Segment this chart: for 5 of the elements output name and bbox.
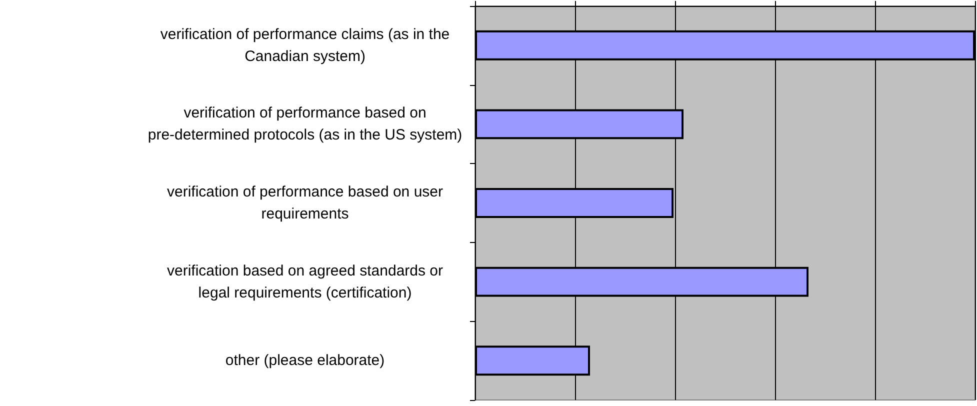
y-tick-label: verification based on agreed standards or legal requirements (certification) xyxy=(166,262,444,302)
y-tick-label: verification of performance based on user requirements xyxy=(167,184,443,222)
y-tick-label: verification of performance based on pre-determined protocols (as in the US system) xyxy=(148,104,462,144)
y-tick-label: other (please elaborate) xyxy=(225,352,385,370)
y-tick-label: verification of performance claims (as in the Canadian system) xyxy=(160,26,450,65)
